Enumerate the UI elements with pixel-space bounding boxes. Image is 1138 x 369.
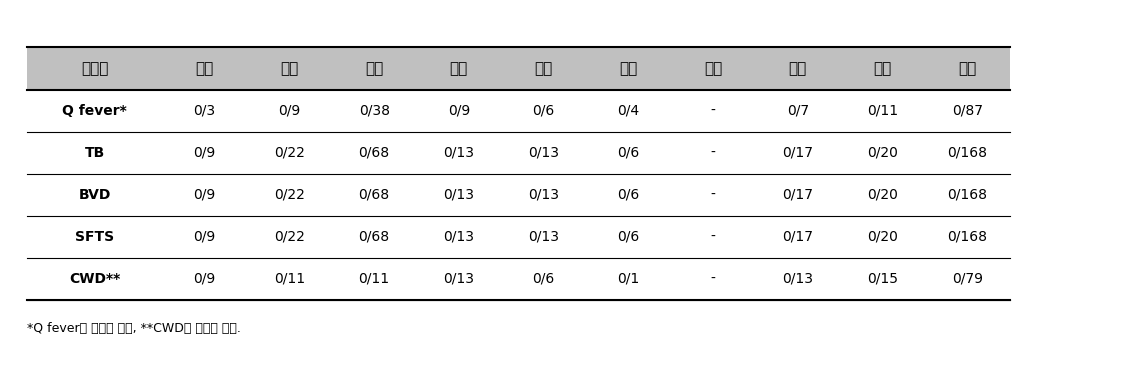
Text: 0/4: 0/4 (617, 104, 640, 118)
Text: 0/9: 0/9 (279, 104, 300, 118)
Text: 0/13: 0/13 (444, 272, 475, 286)
Text: -: - (710, 272, 716, 286)
Text: 0/87: 0/87 (951, 104, 983, 118)
Text: TB: TB (84, 146, 105, 160)
Text: 충북: 충북 (873, 61, 891, 76)
Text: 0/13: 0/13 (528, 230, 559, 244)
Text: Q fever*: Q fever* (63, 104, 127, 118)
Text: 경북: 경북 (450, 61, 468, 76)
Text: -: - (710, 104, 716, 118)
Text: 0/9: 0/9 (447, 104, 470, 118)
Text: 0/22: 0/22 (274, 146, 305, 160)
Text: 경기: 경기 (280, 61, 298, 76)
Text: 0/9: 0/9 (193, 188, 216, 202)
Text: 강원: 강원 (196, 61, 214, 76)
Text: 0/6: 0/6 (533, 272, 554, 286)
Text: 0/13: 0/13 (528, 188, 559, 202)
Text: 0/79: 0/79 (951, 272, 983, 286)
Text: 0/6: 0/6 (617, 230, 640, 244)
FancyBboxPatch shape (27, 216, 1009, 258)
Text: BVD: BVD (79, 188, 110, 202)
Text: 0/15: 0/15 (867, 272, 898, 286)
Text: 제주: 제주 (704, 61, 723, 76)
Text: 0/20: 0/20 (867, 146, 898, 160)
Text: 0/11: 0/11 (358, 272, 389, 286)
Text: -: - (710, 146, 716, 160)
Text: 0/38: 0/38 (358, 104, 389, 118)
Text: 경남: 경남 (365, 61, 384, 76)
Text: 0/13: 0/13 (782, 272, 814, 286)
FancyBboxPatch shape (27, 132, 1009, 174)
Text: 0/168: 0/168 (947, 188, 987, 202)
Text: 0/13: 0/13 (444, 188, 475, 202)
Text: 0/9: 0/9 (193, 146, 216, 160)
Text: 0/6: 0/6 (533, 104, 554, 118)
Text: 전북: 전북 (619, 61, 637, 76)
Text: -: - (710, 230, 716, 244)
Text: 0/20: 0/20 (867, 188, 898, 202)
Text: 0/11: 0/11 (274, 272, 305, 286)
Text: 충남: 충남 (789, 61, 807, 76)
FancyBboxPatch shape (27, 48, 1009, 90)
Text: 0/22: 0/22 (274, 188, 305, 202)
Text: 0/17: 0/17 (782, 230, 814, 244)
Text: 0/22: 0/22 (274, 230, 305, 244)
Text: 0/13: 0/13 (444, 230, 475, 244)
Text: 0/6: 0/6 (617, 146, 640, 160)
Text: 0/3: 0/3 (193, 104, 216, 118)
FancyBboxPatch shape (27, 90, 1009, 132)
FancyBboxPatch shape (27, 174, 1009, 216)
Text: 0/168: 0/168 (947, 146, 987, 160)
Text: 0/17: 0/17 (782, 146, 814, 160)
Text: 0/68: 0/68 (358, 146, 389, 160)
Text: 0/11: 0/11 (867, 104, 898, 118)
Text: 0/13: 0/13 (528, 146, 559, 160)
FancyBboxPatch shape (27, 258, 1009, 300)
Text: 0/13: 0/13 (444, 146, 475, 160)
Text: 전남: 전남 (535, 61, 553, 76)
Text: 0/20: 0/20 (867, 230, 898, 244)
Text: SFTS: SFTS (75, 230, 114, 244)
Text: 0/6: 0/6 (617, 188, 640, 202)
Text: 0/68: 0/68 (358, 230, 389, 244)
Text: CWD**: CWD** (69, 272, 121, 286)
Text: 0/68: 0/68 (358, 188, 389, 202)
Text: 0/168: 0/168 (947, 230, 987, 244)
Text: 0/9: 0/9 (193, 272, 216, 286)
Text: 0/9: 0/9 (193, 230, 216, 244)
Text: 질병명: 질병명 (81, 61, 108, 76)
Text: -: - (710, 188, 716, 202)
Text: 0/17: 0/17 (782, 188, 814, 202)
Text: 0/7: 0/7 (786, 104, 809, 118)
Text: 0/1: 0/1 (617, 272, 640, 286)
Text: 합계: 합계 (958, 61, 976, 76)
Text: *Q fever는 암컷만 검사, **CWD는 성체만 검사.: *Q fever는 암컷만 검사, **CWD는 성체만 검사. (27, 321, 240, 335)
